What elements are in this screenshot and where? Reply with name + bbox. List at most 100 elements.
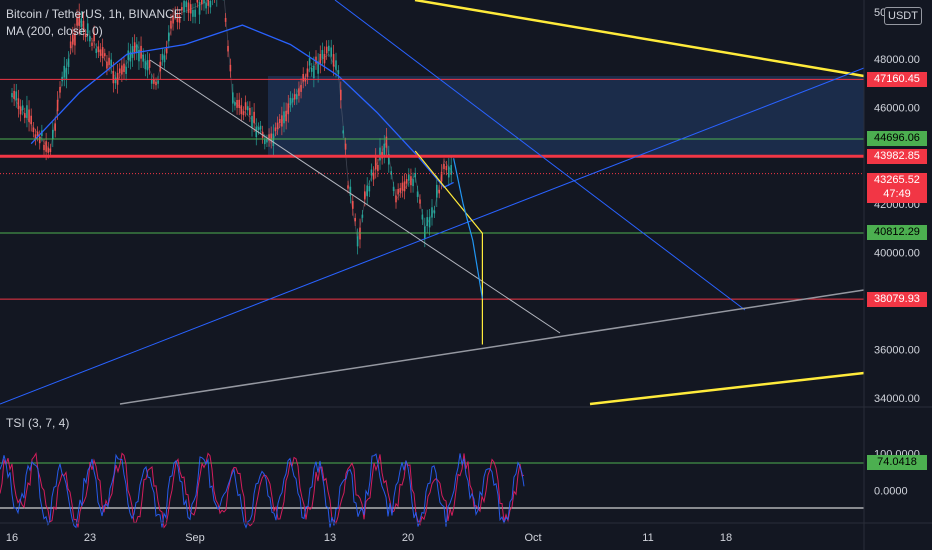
candle-body <box>276 122 279 129</box>
candle-body <box>17 98 20 110</box>
candle-body <box>95 48 98 53</box>
candle-body <box>281 115 283 127</box>
candle-body <box>121 65 123 75</box>
symbol-title[interactable]: Bitcoin / TetherUS, 1h, BINANCE <box>6 7 182 21</box>
candle-body <box>289 97 292 106</box>
candle-body <box>52 129 54 140</box>
candle-body <box>34 134 37 140</box>
candle-body <box>82 20 85 32</box>
candle-body <box>433 210 436 214</box>
candle-body <box>172 15 174 24</box>
candle-body <box>450 165 452 175</box>
level-price-tag: 47160.45 <box>867 71 927 87</box>
candle-body <box>283 111 285 124</box>
blue-ascending-trendline <box>0 67 865 405</box>
time-axis-label: Sep <box>185 532 205 544</box>
candle-body <box>246 106 249 111</box>
candle-body <box>43 144 45 151</box>
candle-body <box>178 15 181 23</box>
candle-body <box>114 77 117 84</box>
blue-descending-trendline <box>334 0 746 311</box>
candle-body <box>200 0 203 5</box>
candle-body <box>313 65 315 79</box>
price-axis-label: 40000.00 <box>874 248 920 260</box>
candle-body <box>366 185 368 197</box>
candle-body <box>244 102 247 110</box>
candle-body <box>255 126 258 138</box>
candle-body <box>89 36 91 42</box>
candle-body <box>192 9 194 17</box>
candle-body <box>306 68 309 77</box>
candle-body <box>187 2 190 13</box>
candle-body <box>347 185 349 189</box>
yellow-support-trendline <box>589 371 865 406</box>
ma-indicator-label[interactable]: MA (200, close, 0) <box>6 24 103 38</box>
candle-body <box>385 136 388 148</box>
candle-body <box>419 199 421 204</box>
candle-body <box>377 164 379 172</box>
candle-body <box>207 0 210 6</box>
ma-200-line <box>30 24 454 189</box>
candle-body <box>234 102 236 106</box>
candle-body <box>410 176 412 186</box>
candle-body <box>146 60 149 71</box>
candle-body <box>150 79 153 84</box>
candle-body <box>26 105 28 118</box>
moving-average-layer <box>30 24 454 189</box>
supply-zone[interactable] <box>268 76 864 157</box>
time-axis-label: 11 <box>642 532 653 544</box>
candle-body <box>65 67 68 80</box>
candle-body <box>372 172 375 180</box>
candle-body <box>15 91 18 101</box>
candle-body <box>340 89 342 101</box>
candle-body <box>91 42 93 46</box>
candle-body <box>332 54 335 67</box>
candle-body <box>21 105 24 111</box>
candle-body <box>194 9 196 17</box>
candle-body <box>138 49 140 62</box>
price-axis-label: 36000.00 <box>874 344 920 356</box>
candle-body <box>129 51 132 62</box>
candle-body <box>315 56 317 64</box>
candle-body <box>176 13 179 23</box>
candle-body <box>319 53 322 65</box>
candle-body <box>106 61 108 69</box>
trendlines-layer[interactable] <box>0 0 865 406</box>
candle-body <box>408 174 410 181</box>
price-axis-label: 46000.00 <box>874 102 920 114</box>
candle-body <box>397 188 399 195</box>
candle-body <box>421 214 424 220</box>
level-price-tag: 43982.85 <box>867 148 927 164</box>
tsi-layer <box>0 451 864 529</box>
candle-body <box>431 207 433 218</box>
tsi-indicator-label[interactable]: TSI (3, 7, 4) <box>6 416 70 430</box>
candle-body <box>181 7 183 11</box>
candle-body <box>383 143 386 155</box>
candle-body <box>168 32 170 42</box>
candle-body <box>45 141 47 152</box>
candle-body <box>310 67 313 72</box>
candle-body <box>264 139 266 145</box>
candle-body <box>157 80 159 84</box>
candle-body <box>242 111 245 116</box>
candles-layer <box>11 0 454 255</box>
candle-body <box>349 186 352 196</box>
candle-body <box>251 116 253 128</box>
candle-body <box>270 133 272 142</box>
price-axis-label: 34000.00 <box>874 393 920 405</box>
candle-body <box>325 46 328 54</box>
candle-body <box>112 70 115 84</box>
time-axis-label: 16 <box>6 532 18 544</box>
candle-body <box>203 0 205 4</box>
candle-body <box>388 154 390 165</box>
candle-body <box>416 191 419 197</box>
candle-body <box>361 214 364 218</box>
candle-body <box>99 49 102 56</box>
candle-body <box>69 41 72 49</box>
candle-body <box>153 78 155 84</box>
candle-body <box>38 136 41 144</box>
currency-button[interactable]: USDT <box>884 7 922 25</box>
candle-body <box>392 186 395 191</box>
candle-body <box>379 147 381 161</box>
